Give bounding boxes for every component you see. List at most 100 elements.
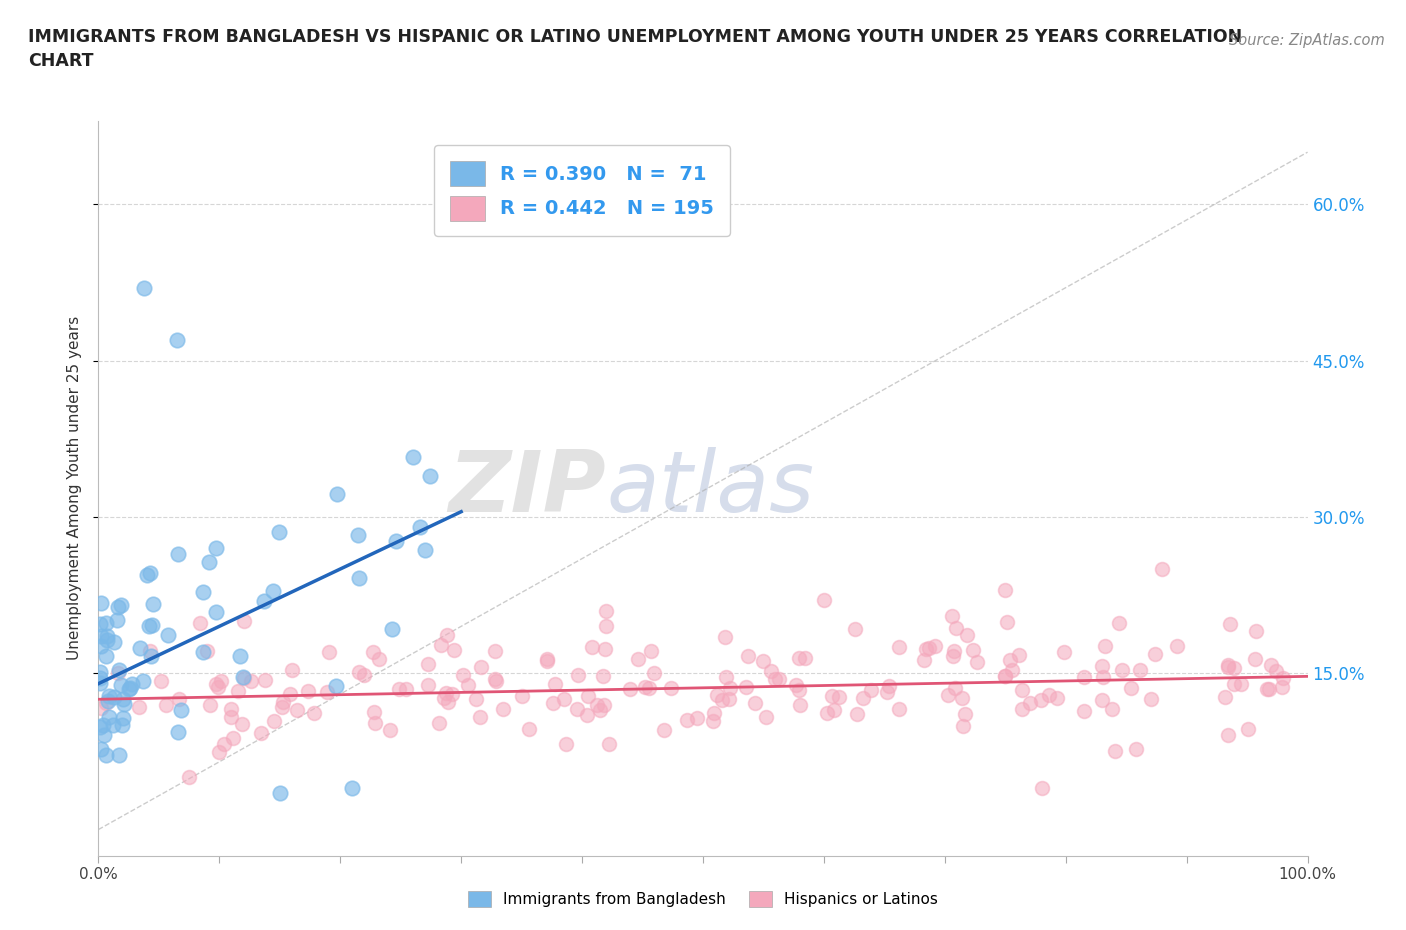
Point [994,669,1017,684]
Point [519,722,541,737]
Point [962,642,984,657]
Point [118,682,141,697]
Point [915,642,938,657]
Point [94,747,117,762]
Point [470,710,492,724]
Point [595,618,617,633]
Point [304,706,326,721]
Point [409,520,432,535]
Point [785,678,807,693]
Point [789,698,811,712]
Point [1008,647,1031,662]
Point [485,674,508,689]
Point [222,730,245,745]
Point [813,592,835,607]
Point [737,648,759,663]
Point [89,671,111,685]
Point [188,616,211,631]
Point [652,723,675,737]
Point [956,628,979,643]
Point [1073,704,1095,719]
Point [262,583,284,598]
Point [950,690,973,705]
Point [876,684,898,699]
Point [703,706,725,721]
Point [278,686,301,701]
Point [1152,562,1174,577]
Point [994,669,1017,684]
Point [1256,682,1278,697]
Point [90,629,112,644]
Point [759,663,782,678]
Point [436,685,458,700]
Point [1038,687,1060,702]
Point [96,696,118,711]
Point [1053,644,1076,659]
Point [427,716,450,731]
Point [1029,693,1052,708]
Point [167,547,190,562]
Point [103,635,125,650]
Point [763,671,786,686]
Point [585,698,607,712]
Point [112,697,135,711]
Point [711,692,734,707]
Point [451,667,474,682]
Point [593,698,616,712]
Point [1011,683,1033,698]
Point [94,648,117,663]
Point [1260,658,1282,672]
Point [595,604,617,618]
Point [589,703,612,718]
Point [281,663,304,678]
Point [1230,677,1253,692]
Point [232,670,254,684]
Point [945,620,967,635]
Point [229,649,252,664]
Point [364,716,387,731]
Point [823,703,845,718]
Point [107,666,129,681]
Point [634,680,657,695]
Point [787,650,810,665]
Point [97,694,120,709]
Point [110,677,132,692]
Point [457,678,479,693]
Point [342,780,364,795]
Point [877,679,900,694]
Point [96,629,118,644]
Point [912,653,935,668]
Point [686,711,709,725]
Point [271,699,294,714]
Point [1216,728,1239,743]
Point [718,681,741,696]
Point [90,639,112,654]
Point [659,681,682,696]
Point [89,720,111,735]
Point [107,748,129,763]
Point [253,594,276,609]
Point [205,540,228,555]
Point [394,682,416,697]
Point [90,595,112,610]
Point [441,686,464,701]
Point [1236,722,1258,737]
Point [565,701,588,716]
Point [1073,670,1095,684]
Point [852,690,875,705]
Point [544,677,567,692]
Point [89,617,111,631]
Point [167,724,190,739]
Point [1046,691,1069,706]
Point [1222,660,1244,675]
Point [413,542,436,557]
Point [384,534,406,549]
Point [263,713,285,728]
Point [1219,617,1241,631]
Point [208,745,231,760]
Point [553,692,575,707]
Point [107,600,129,615]
Point [418,677,440,692]
Point [1265,663,1288,678]
Point [966,654,988,669]
